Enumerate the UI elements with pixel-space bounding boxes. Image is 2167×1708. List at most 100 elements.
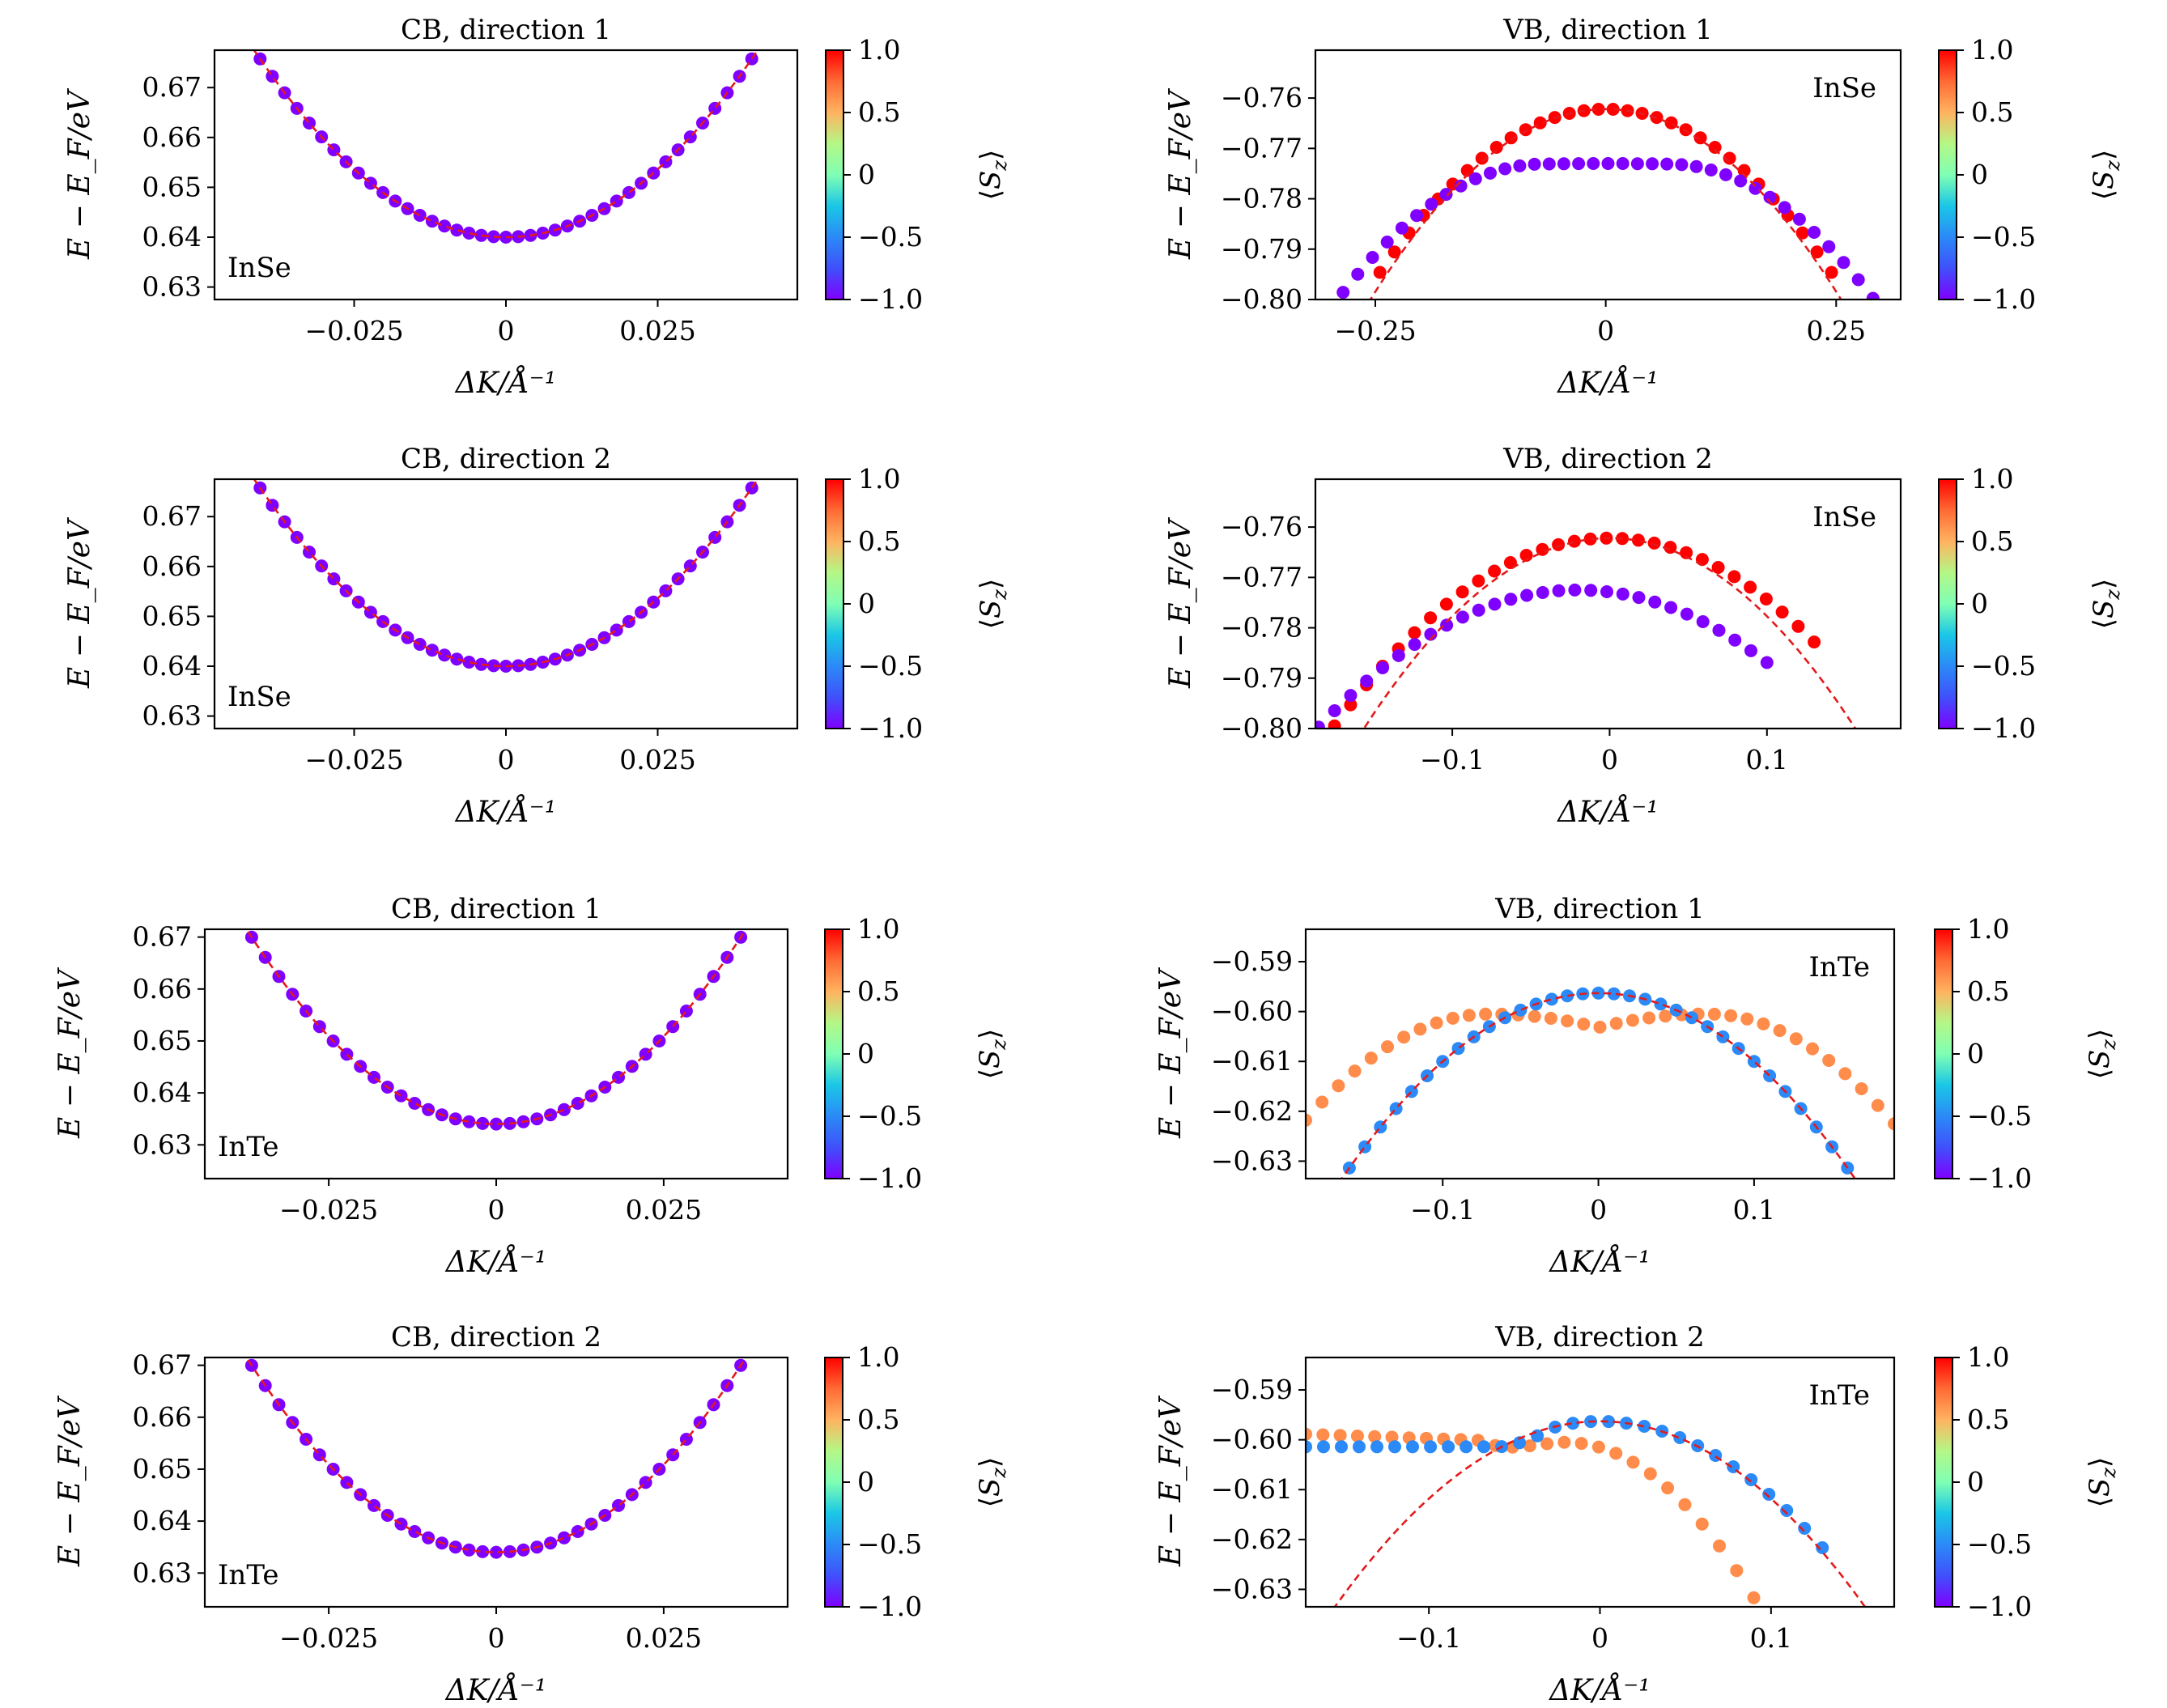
x-tick-label: 0.025 [619,315,695,346]
data-point [1609,1447,1623,1460]
data-point [1762,1488,1776,1501]
data-point [1475,151,1489,165]
data-point [1626,1455,1640,1469]
colorbar-label: ⟨Sz⟩ [974,1457,1010,1507]
y-tick-label: −0.63 [1211,1573,1293,1604]
y-axis-label: E − E_F/eV [1154,1395,1188,1567]
data-point [1424,1440,1438,1454]
data-point [462,227,476,240]
data-point [1468,172,1482,185]
data-point [1806,1042,1819,1056]
data-point [462,1543,476,1557]
colorbar-tick-label: 0 [1971,588,1988,619]
plot-frame [203,1356,789,1608]
data-point [1643,1467,1657,1481]
data-point [571,1097,584,1110]
y-tick-label: −0.79 [1221,233,1302,265]
data-point [1727,570,1741,584]
data-point [1430,1016,1443,1030]
x-tick-label: 0 [498,744,515,775]
colorbar-tick-label: 1.0 [858,34,900,66]
y-tick-label: −0.78 [1221,612,1302,644]
data-point [1336,286,1350,300]
data-point [1591,103,1605,116]
data-point [1567,534,1581,548]
data-point [1798,1522,1812,1535]
data-point [1631,533,1645,547]
data-point [1728,633,1742,647]
data-point [1454,179,1468,193]
chart-panel-cb2-inte: CB, direction 2 −0.025 0 0.025 0.63 0.64 0.65 0… [53,1321,1010,1707]
data-point [1519,123,1532,137]
colorbar-gradient [825,478,844,729]
chart-panel-cb1-inte: CB, direction 1 −0.025 0 0.025 0.63 0.64 0.65 0… [53,893,1010,1279]
x-tick-label: −0.1 [1410,1194,1475,1226]
data-point [557,1531,571,1544]
data-point [557,1103,571,1116]
data-point [1648,595,1662,609]
data-point [1744,580,1757,594]
data-point [1542,157,1556,171]
y-tick-label: 0.64 [142,650,202,682]
chart-panel-cb2-inse: CB, direction 2 −0.025 0 0.025 0.63 0.64 0.65 0… [63,443,1011,829]
y-tick-label: 0.67 [133,921,192,953]
fit-curve [245,929,747,1125]
colorbar-tick-label: 1.0 [1971,34,2013,66]
data-point [1675,158,1689,172]
colorbar-label: ⟨Sz⟩ [2084,1457,2120,1507]
colorbar-gradient [1934,1357,1953,1608]
data-point [450,223,464,237]
data-point [408,1525,422,1538]
data-point [1552,584,1566,597]
data-point [1808,226,1821,239]
data-point [1759,593,1773,605]
data-point [1376,661,1389,674]
colorbar-tick-label: −1.0 [858,283,923,315]
y-axis-label: E − E_F/eV [1154,967,1188,1139]
data-point [1552,537,1566,551]
data-point [1673,1431,1687,1444]
data-point [1607,987,1621,1001]
colorbar-tick-label: −1.0 [1967,1591,2032,1622]
data-point [1406,1440,1419,1454]
colorbar-tick-label: 0 [1971,159,1988,190]
data-point [1663,541,1677,554]
x-axis-label: ΔK/Å⁻¹ [1556,795,1658,829]
y-axis-label: E − E_F/eV [1164,87,1197,260]
y-tick-label: −0.61 [1211,1045,1293,1077]
data-point [1660,157,1674,171]
data-point [1678,1498,1692,1511]
data-point [1350,1430,1364,1442]
plot-frame [203,928,789,1180]
data-point [1333,1429,1347,1442]
data-point [1488,564,1502,578]
colorbar-tick-label: 0.5 [1967,975,2009,1007]
y-axis-label: E − E_F/eV [1164,516,1197,689]
colorbar-tick-label: 1.0 [857,913,899,945]
y-tick-label: 0.66 [142,550,202,582]
data-point [1789,1032,1803,1046]
x-tick-label: 0.1 [1733,1194,1775,1226]
data-point [1716,1030,1730,1043]
data-point [1778,201,1791,215]
panel-title: CB, direction 2 [401,443,611,475]
y-tick-label: −0.80 [1221,283,1302,315]
x-tick-label: 0 [1591,1622,1608,1654]
data-point [394,1517,408,1531]
panel-title: CB, direction 1 [391,893,601,925]
data-point [1747,1591,1761,1604]
fit-curve [1333,1420,1867,1607]
x-tick-label: −0.1 [1420,744,1485,775]
x-axis-label: ΔK/Å⁻¹ [1548,1673,1650,1707]
data-point [1489,141,1503,154]
plot-frame [1304,928,1896,1180]
data-point [1638,1420,1651,1433]
data-point [1498,162,1512,176]
y-tick-label: −0.78 [1221,183,1302,215]
data-point [1472,574,1485,588]
colorbar-tick-label: 0 [857,1038,874,1069]
data-point [1561,1014,1574,1028]
data-point [1523,1439,1536,1453]
data-point [1312,742,1325,755]
y-tick-label: 0.63 [133,1557,192,1588]
